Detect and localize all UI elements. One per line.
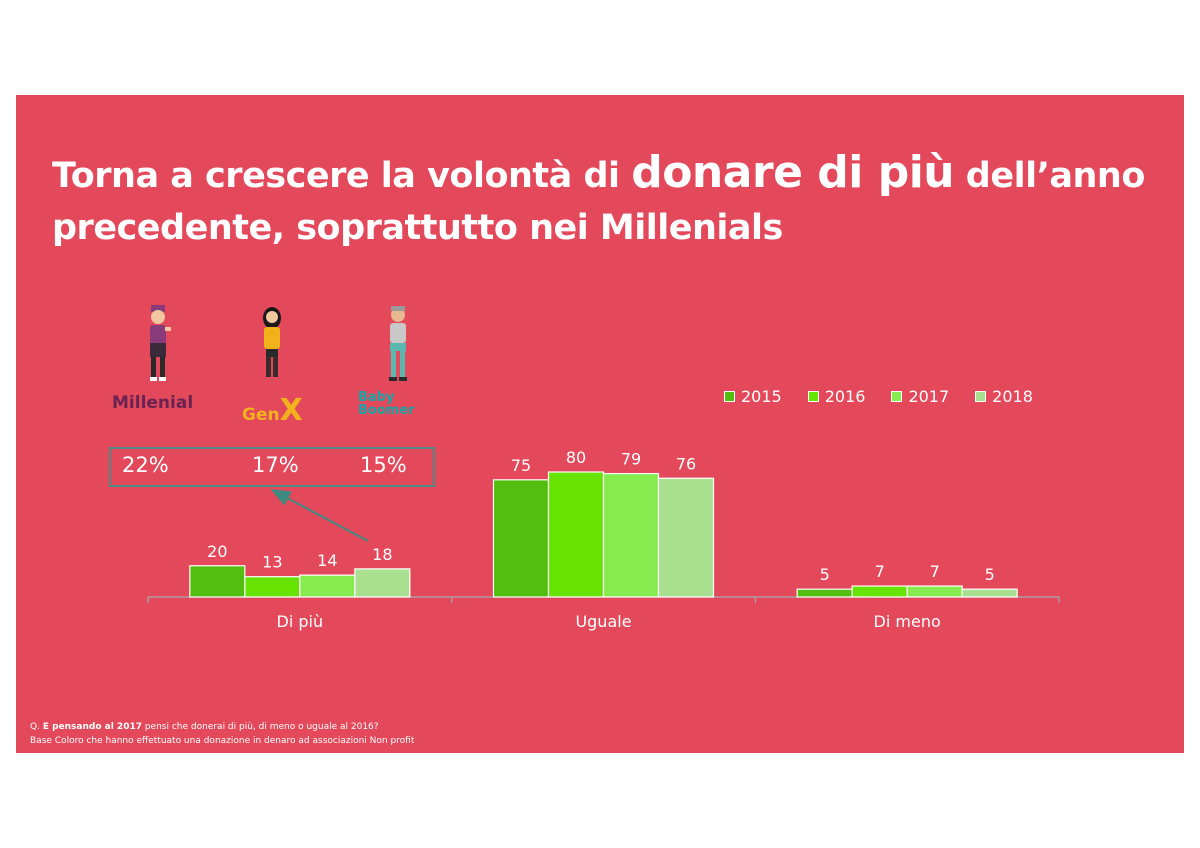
footnote-base: Base Coloro che hanno effettuato una don… [30, 736, 415, 746]
millenial-label: Millenial [112, 393, 194, 413]
millenial-figure-icon [150, 305, 171, 381]
data-label: 18 [372, 545, 392, 564]
legend-label-2018: 2018 [992, 387, 1033, 406]
legend-item-2015: 2015 [724, 387, 782, 406]
footnote-question: Q. E pensando al 2017 pensi che donerai … [30, 720, 414, 734]
genx-figure-icon [263, 307, 281, 377]
bar-2017-Uguale [602, 472, 660, 598]
bar-2018-Di meno [961, 588, 1018, 598]
annotation-arrow [270, 489, 369, 542]
babyboomer-figure-icon [389, 306, 407, 381]
legend-label-2016: 2016 [824, 387, 866, 406]
data-label: 20 [207, 542, 227, 561]
babyboomer-label-boomer: Boomer [358, 403, 415, 418]
footnote-q-rest: pensi che donerai di più, di meno o ugua… [141, 722, 379, 732]
footnote-q-prefix: Q. [30, 722, 43, 732]
slide: Torna a crescere la volontà di donare di… [16, 95, 1184, 753]
genx-pct: 17% [252, 453, 299, 477]
bar-2017-Di meno [906, 585, 963, 598]
millenial-pct: 22% [122, 453, 169, 477]
bar-2015-Uguale [492, 479, 550, 598]
data-label: 76 [676, 454, 696, 473]
footnote-q-bold: E pensando al 2017 [42, 722, 142, 732]
chart-legend: 2015 2016 2017 2018 [724, 387, 1033, 406]
data-label: 7 [930, 562, 940, 581]
legend-swatch-2017 [891, 391, 903, 402]
bar-2016-Di più [244, 576, 301, 598]
data-label: 5 [985, 565, 995, 584]
data-label: 13 [262, 553, 282, 572]
bar-2016-Di meno [851, 585, 908, 598]
footnote: Q. E pensando al 2017 pensi che donerai … [30, 720, 414, 748]
legend-label-2015: 2015 [741, 387, 782, 406]
page-title: Torna a crescere la volontà di donare di… [52, 147, 1152, 254]
genx-label: GenX [242, 393, 303, 428]
babyboomer-label: Baby Boomer [358, 391, 415, 417]
data-label: 5 [820, 565, 830, 584]
bar-2015-Di meno [796, 588, 853, 598]
data-label: 14 [317, 551, 337, 570]
bar-2016-Uguale [547, 471, 605, 598]
title-part1: Torna a crescere la volontà di [52, 156, 632, 196]
x-tick-label: Di meno [874, 612, 941, 631]
legend-swatch-2015 [724, 391, 735, 402]
babyboomer-pct: 15% [360, 453, 407, 477]
x-tick-label: Di più [277, 612, 324, 631]
bar-2018-Di più [354, 568, 411, 598]
title-part2: dell’anno precedente, soprattutto nei Mi… [52, 156, 1145, 248]
legend-swatch-2016 [807, 391, 819, 402]
data-label: 7 [875, 562, 885, 581]
legend-label-2017: 2017 [908, 387, 950, 406]
x-tick-label: Uguale [575, 612, 631, 631]
data-label: 79 [621, 450, 641, 469]
legend-swatch-2018 [975, 391, 987, 402]
bar-2015-Di più [189, 565, 246, 598]
bar-2017-Di più [299, 574, 356, 598]
legend-item-2017: 2017 [891, 387, 949, 406]
genx-label-gen: Gen [242, 405, 280, 425]
title-highlight: donare di più [631, 147, 955, 198]
data-label: 80 [566, 448, 586, 467]
legend-item-2018: 2018 [975, 387, 1033, 406]
data-label: 75 [511, 456, 531, 475]
babyboomer-label-baby: Baby [358, 390, 395, 405]
legend-item-2016: 2016 [807, 387, 866, 406]
bar-2018-Uguale [657, 477, 715, 598]
percent-box [109, 447, 435, 487]
genx-label-x: X [279, 393, 303, 428]
